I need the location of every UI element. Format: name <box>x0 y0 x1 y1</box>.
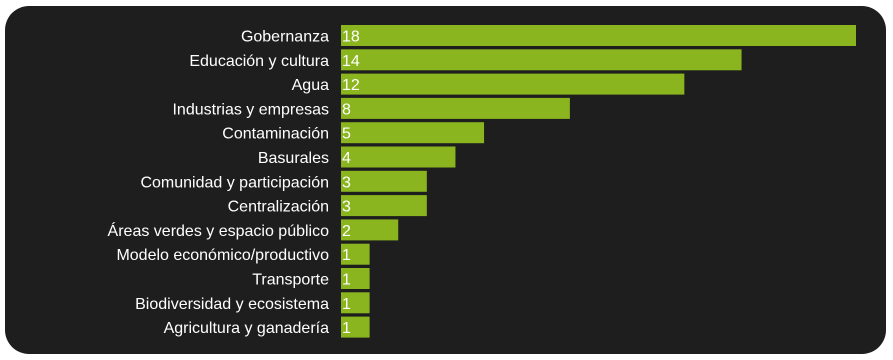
category-label: Agua <box>292 77 329 94</box>
value-label: 18 <box>342 29 360 46</box>
category-label: Centralización <box>228 199 329 216</box>
value-label: 3 <box>342 199 351 216</box>
bar <box>341 25 856 46</box>
value-label: 3 <box>342 174 351 191</box>
category-label: Gobernanza <box>241 29 329 46</box>
bar <box>341 243 370 265</box>
value-label: 1 <box>342 247 351 264</box>
category-label: Educación y cultura <box>189 53 329 70</box>
bar <box>341 268 370 289</box>
value-label: 4 <box>342 150 351 167</box>
value-label: 1 <box>342 320 351 337</box>
bar <box>341 146 456 168</box>
bar <box>341 170 427 192</box>
category-label: Biodiversidad y ecosistema <box>135 296 329 313</box>
bar <box>341 97 570 119</box>
category-label: Transporte <box>252 272 329 289</box>
bar <box>341 316 370 338</box>
value-label: 1 <box>342 296 351 313</box>
category-label: Comunidad y participación <box>140 174 329 191</box>
category-label: Basurales <box>258 150 329 167</box>
category-label: Modelo económico/productivo <box>116 247 329 264</box>
value-label: 14 <box>342 53 360 70</box>
category-label: Contaminación <box>222 126 329 143</box>
bar <box>341 122 485 144</box>
value-label: 12 <box>342 77 360 94</box>
value-label: 8 <box>342 101 351 118</box>
category-label: Áreas verdes y espacio público <box>108 221 330 240</box>
category-label: Agricultura y ganadería <box>164 320 330 337</box>
category-label: Industrias y empresas <box>172 101 329 118</box>
value-label: 5 <box>342 126 351 143</box>
bar <box>341 219 399 241</box>
bar <box>341 195 427 217</box>
bar <box>341 73 685 95</box>
value-label: 1 <box>342 272 351 289</box>
bar <box>341 292 370 314</box>
value-label: 2 <box>342 223 351 240</box>
bar <box>341 49 742 71</box>
